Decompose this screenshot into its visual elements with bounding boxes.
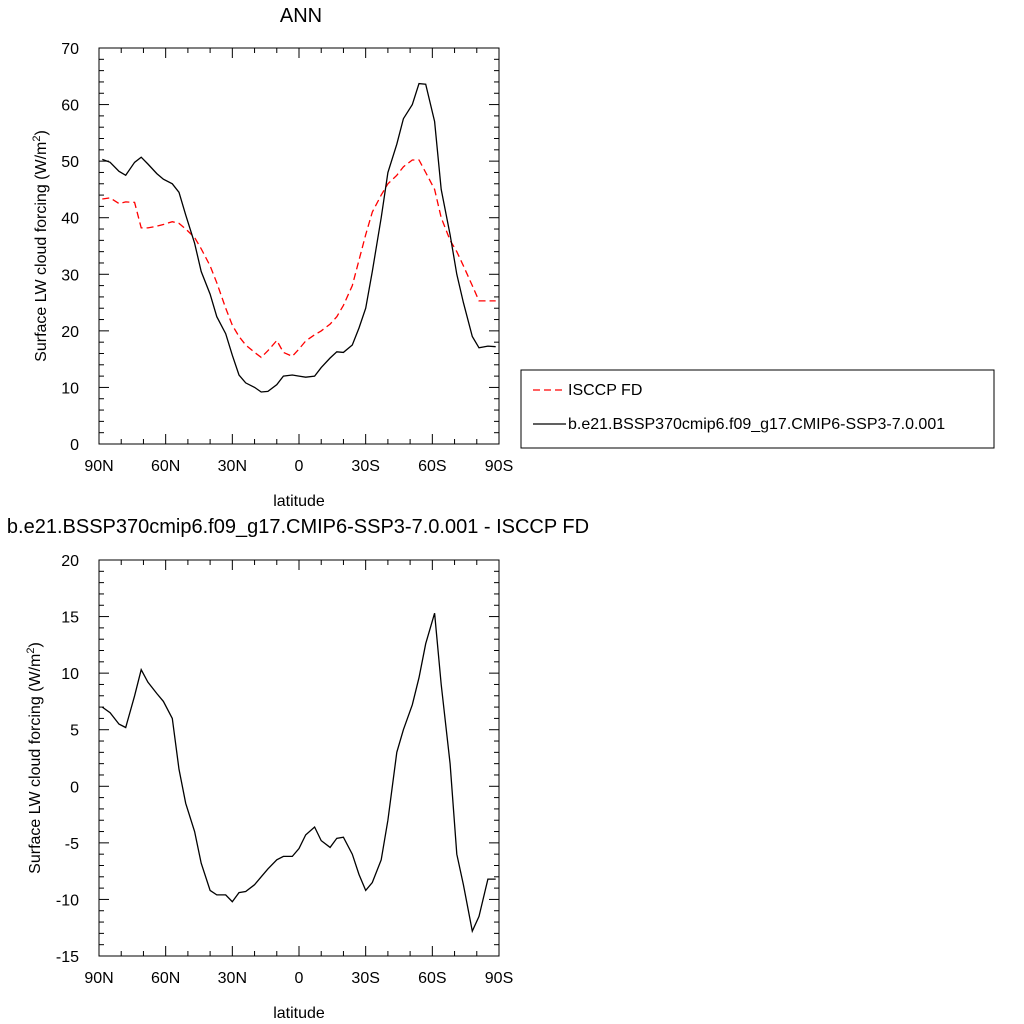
bottom-x-tick-label: 90N	[84, 970, 113, 987]
bottom-y-tick-label: -5	[65, 836, 79, 853]
top-y-tick-label: 60	[61, 98, 79, 115]
top-x-tick-label: 60N	[151, 458, 180, 475]
bottom-y-tick-label: 5	[70, 723, 79, 740]
bottom-x-tick-label: 0	[295, 970, 304, 987]
bottom-y-tick-label: 20	[61, 553, 79, 570]
bottom-x-axis-label: latitude	[273, 1005, 325, 1022]
top-x-tick-label: 90N	[84, 458, 113, 475]
legend-item-model: b.e21.BSSP370cmip6.f09_g17.CMIP6-SSP3-7.…	[533, 416, 945, 433]
legend-label-obs: ISCCP FD	[568, 382, 642, 399]
bottom-x-tick-label: 60N	[151, 970, 180, 987]
top-y-tick-label: 0	[70, 437, 79, 454]
bottom-x-tick-label: 30S	[351, 970, 379, 987]
top-x-axis-label: latitude	[273, 493, 325, 510]
top-x-tick-label: 90S	[485, 458, 513, 475]
top-plot-frame	[98, 47, 500, 445]
top-y-tick-label: 50	[61, 154, 79, 171]
top-y-tick-label: 10	[61, 380, 79, 397]
top-y-axis-label: Surface LW cloud forcing (W/m2)	[31, 130, 50, 362]
bottom-y-axis-label: Surface LW cloud forcing (W/m2)	[25, 642, 44, 874]
bottom-plot-frame	[98, 559, 500, 957]
top-x-tick-label: 30S	[351, 458, 379, 475]
bottom-y-tick-label: -15	[56, 949, 79, 966]
top-series-line-obs	[102, 159, 496, 359]
top-x-tick-label: 30N	[218, 458, 247, 475]
bottom-x-tick-label: 30N	[218, 970, 247, 987]
bottom-y-tick-label: 0	[70, 779, 79, 796]
top-x-tick-label: 60S	[418, 458, 446, 475]
legend-box	[520, 369, 995, 449]
legend: ISCCP FD b.e21.BSSP370cmip6.f09_g17.CMIP…	[520, 369, 995, 449]
bottom-y-tick-label: 15	[61, 610, 79, 627]
top-chart-title: ANN	[280, 5, 322, 27]
bottom-series-line-model	[101, 613, 496, 934]
legend-item-obs: ISCCP FD	[533, 382, 642, 399]
legend-label-model: b.e21.BSSP370cmip6.f09_g17.CMIP6-SSP3-7.…	[568, 416, 945, 433]
top-y-tick-label: 20	[61, 324, 79, 341]
bottom-y-tick-label: -10	[56, 892, 79, 909]
bottom-difference-chart: b.e21.BSSP370cmip6.f09_g17.CMIP6-SSP3-7.…	[7, 516, 589, 1022]
bottom-x-tick-label: 90S	[485, 970, 513, 987]
bottom-y-tick-label: 10	[61, 666, 79, 683]
top-y-tick-label: 30	[61, 267, 79, 284]
top-line-chart: ANN 90N 60N 30N 0 30S 60S 90S 0 10 20 30 40 50 60 70 l…	[31, 5, 995, 510]
top-y-tick-label: 70	[61, 41, 79, 58]
bottom-chart-title: b.e21.BSSP370cmip6.f09_g17.CMIP6-SSP3-7.…	[7, 516, 589, 538]
top-y-tick-label: 40	[61, 211, 79, 228]
top-series-line-model	[102, 82, 496, 393]
top-x-tick-label: 0	[295, 458, 304, 475]
bottom-x-tick-label: 60S	[418, 970, 446, 987]
